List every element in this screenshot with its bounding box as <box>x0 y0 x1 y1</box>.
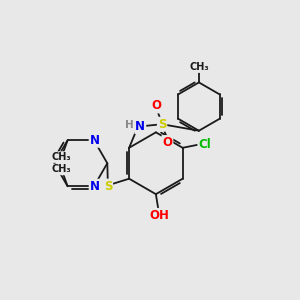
Text: OH: OH <box>150 209 170 222</box>
Text: CH₃: CH₃ <box>52 164 71 174</box>
Text: S: S <box>158 118 166 131</box>
Text: CH₃: CH₃ <box>52 152 71 162</box>
Text: O: O <box>152 100 162 112</box>
Text: N: N <box>135 120 145 133</box>
Text: N: N <box>90 134 100 147</box>
Text: N: N <box>90 180 100 193</box>
Text: S: S <box>104 180 112 193</box>
Text: H: H <box>125 120 134 130</box>
Text: O: O <box>162 136 172 149</box>
Text: Cl: Cl <box>198 138 211 151</box>
Text: CH₃: CH₃ <box>189 62 209 72</box>
